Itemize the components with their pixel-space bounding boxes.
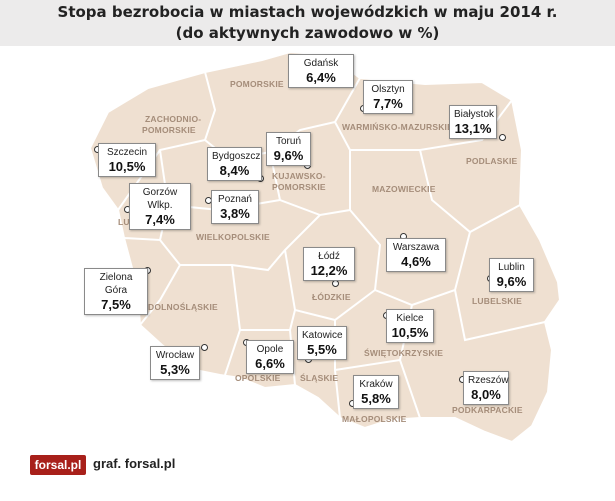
city-name: Kraków <box>359 379 393 390</box>
city-name: Katowice <box>302 330 343 341</box>
city-label-olsztyn: Olsztyn 7,7% <box>363 80 413 114</box>
region-label-malopolskie: MAŁOPOLSKIE <box>342 414 407 424</box>
city-label-torun: Toruń 9,6% <box>266 132 311 166</box>
region-label-lodzkie: ŁÓDZKIE <box>312 291 351 302</box>
city-label-zielona-gora: Zielona Góra 7,5% <box>84 268 148 315</box>
city-value: 5,8% <box>361 391 391 406</box>
city-label-bialystok: Białystok 13,1% <box>449 105 497 139</box>
region-label-slaskie: ŚLĄSKIE <box>300 372 338 383</box>
city-value: 10,5% <box>391 325 429 340</box>
city-value: 5,3% <box>160 362 190 377</box>
city-value: 9,6% <box>496 274 527 289</box>
city-name: Poznań <box>218 194 252 205</box>
chart-title: Stopa bezrobocia w miastach wojewódzkich… <box>57 3 558 21</box>
city-value: 5,5% <box>307 342 337 357</box>
city-value: 7,7% <box>373 96 403 111</box>
city-label-katowice: Katowice 5,5% <box>297 326 347 360</box>
city-dot-lodz <box>332 280 339 287</box>
city-value: 10,5% <box>108 159 146 174</box>
city-label-poznan: Poznań 3,8% <box>211 190 259 224</box>
city-value: 9,6% <box>273 148 304 163</box>
region-label-wielkopolskie: WIELKOPOLSKIE <box>196 232 270 242</box>
source-credit: graf. forsal.pl <box>93 456 176 471</box>
region-label-kujawsko-pomorskie-line2: POMORSKIE <box>272 182 326 192</box>
city-label-gdansk: Gdańsk 6,4% <box>288 54 354 88</box>
region-label-podkarpackie: PODKARPACKIE <box>452 405 523 415</box>
city-name: Opole <box>256 344 284 355</box>
city-name: Bydgoszcz <box>212 151 261 162</box>
city-value: 7,4% <box>145 212 175 227</box>
region-label-podlaskie: PODLASKIE <box>466 156 518 166</box>
city-label-lodz: Łódź 12,2% <box>303 247 355 281</box>
region-label-zachodniopomorskie-line2: POMORSKIE <box>142 125 196 135</box>
chart-subtitle: (do aktywnych zawodowo w %) <box>175 24 440 42</box>
city-label-rzeszow: Rzeszów 8,0% <box>463 371 509 405</box>
city-dot-bialystok <box>499 134 506 141</box>
city-label-opole: Opole 6,6% <box>246 340 294 374</box>
city-value: 7,5% <box>101 297 131 312</box>
city-value: 3,8% <box>220 206 250 221</box>
city-name: Warszawa <box>392 242 440 253</box>
region-label-opolskie: OPOLSKIE <box>235 373 281 383</box>
city-value: 6,6% <box>255 356 285 371</box>
city-name: Kielce <box>396 313 424 324</box>
city-name: Gorzów Wlkp. <box>142 187 178 211</box>
city-name: Rzeszów <box>468 375 509 386</box>
region-label-lubelskie: LUBELSKIE <box>472 296 522 306</box>
city-name: Lublin <box>498 262 525 273</box>
city-name: Gdańsk <box>303 58 339 69</box>
region-label-warminsko-mazurskie: WARMIŃSKO-MAZURSKIE <box>342 122 453 132</box>
region-label-swietokrzyskie: ŚWIĘTOKRZYSKIE <box>364 347 443 358</box>
city-name: Białystok <box>454 109 495 120</box>
city-label-szczecin: Szczecin 10,5% <box>98 143 156 177</box>
title-band: Stopa bezrobocia w miastach wojewódzkich… <box>0 0 615 46</box>
city-name: Łódź <box>318 251 340 262</box>
city-value: 6,4% <box>306 70 336 85</box>
city-name: Wrocław <box>155 350 195 361</box>
city-value: 12,2% <box>310 263 348 278</box>
region-label-kujawsko-pomorskie-line1: KUJAWSKO- <box>272 171 326 181</box>
city-dot-wroclaw <box>201 344 208 351</box>
city-label-gorzow: Gorzów Wlkp. 7,4% <box>129 183 191 230</box>
forsal-logo: forsal.pl <box>30 455 86 475</box>
city-value: 4,6% <box>401 254 431 269</box>
city-value: 8,0% <box>471 387 501 402</box>
city-label-warszawa: Warszawa 4,6% <box>386 238 446 272</box>
city-value: 13,1% <box>454 121 492 136</box>
region-label-pomorskie: POMORSKIE <box>230 79 284 89</box>
region-label-mazowieckie: MAZOWIECKIE <box>372 184 436 194</box>
city-label-lublin: Lublin 9,6% <box>489 258 534 292</box>
city-label-wroclaw: Wrocław 5,3% <box>150 346 200 380</box>
city-name: Toruń <box>275 136 301 147</box>
city-label-bydgoszcz: Bydgoszcz 8,4% <box>207 147 262 181</box>
city-label-kielce: Kielce 10,5% <box>386 309 434 343</box>
region-label-dolnoslaskie: DOLNOŚLĄSKIE <box>148 301 218 312</box>
city-value: 8,4% <box>219 163 250 178</box>
city-name: Zielona Góra <box>99 272 133 296</box>
city-name: Olsztyn <box>371 84 405 95</box>
region-label-zachodniopomorskie-line1: ZACHODNIO- <box>145 114 201 124</box>
city-label-krakow: Kraków 5,8% <box>353 375 399 409</box>
city-name: Szczecin <box>106 147 147 158</box>
